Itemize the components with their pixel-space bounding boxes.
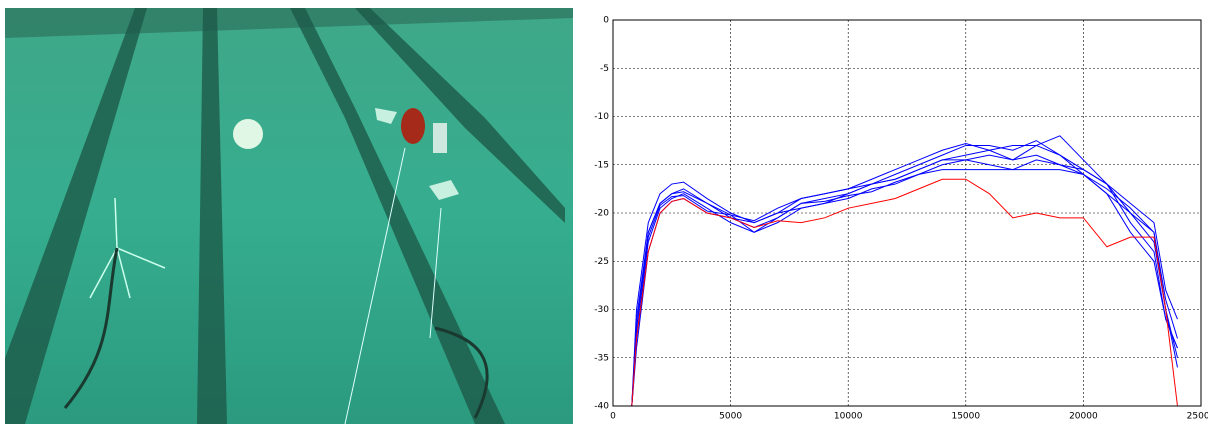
float bbox=[401, 108, 425, 144]
line-series bbox=[632, 170, 1178, 406]
plot-area bbox=[632, 136, 1178, 406]
x-tick-label: 15000 bbox=[951, 412, 980, 422]
y-tick-label: -40 bbox=[594, 402, 609, 412]
x-tick-label: 0 bbox=[610, 412, 616, 422]
page: 0-5-10-15-20-25-30-35-400500010000150002… bbox=[0, 0, 1208, 424]
light-reflection bbox=[233, 119, 263, 149]
y-tick-label: -15 bbox=[594, 160, 609, 170]
y-tick-label: -10 bbox=[594, 112, 609, 122]
line-series bbox=[632, 160, 1178, 406]
line-series bbox=[632, 155, 1178, 406]
y-tick-label: -20 bbox=[594, 209, 609, 219]
water bbox=[5, 8, 573, 424]
device bbox=[433, 123, 447, 153]
grid bbox=[613, 20, 1201, 406]
x-tick-label: 10000 bbox=[834, 412, 863, 422]
x-tick-label: 5000 bbox=[719, 412, 742, 422]
y-tick-label: -30 bbox=[594, 305, 609, 315]
x-tick-label: 20000 bbox=[1069, 412, 1098, 422]
y-tick-label: -5 bbox=[600, 64, 609, 74]
y-tick-label: -25 bbox=[594, 257, 609, 267]
y-tick-label: 0 bbox=[603, 16, 609, 26]
x-tick-label: 25000 bbox=[1187, 412, 1208, 422]
line-series bbox=[632, 136, 1178, 406]
y-tick-label: -35 bbox=[594, 353, 609, 363]
pool-photo bbox=[5, 8, 573, 424]
